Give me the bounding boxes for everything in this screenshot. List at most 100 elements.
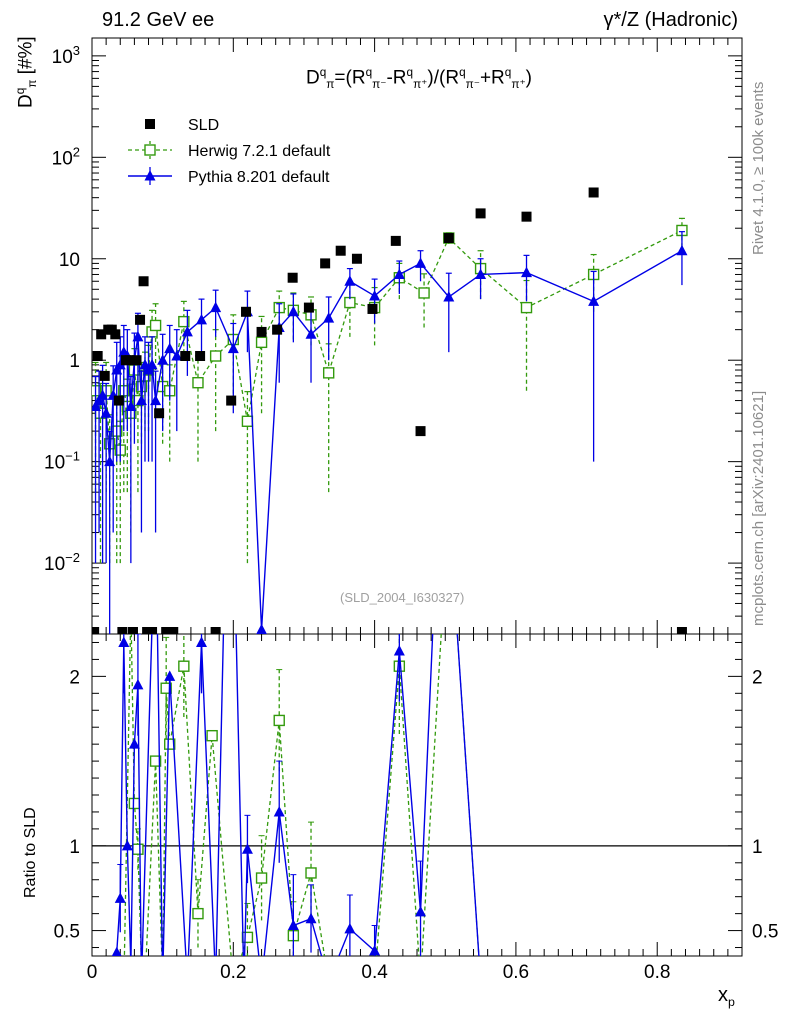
ratio-pythia-point: [111, 946, 122, 956]
header-right: γ*/Z (Hadronic): [603, 9, 738, 31]
sld-point: [241, 306, 252, 317]
formula: Dqπ=(Rqπ⁻-Rqπ⁺)/(Rqπ⁻+Rqπ⁺): [306, 66, 532, 91]
formula-pos1: π⁺: [413, 78, 428, 92]
ratio-y-tick-label-right: 0.5: [752, 922, 778, 943]
x-tick-label: 0.6: [503, 962, 529, 983]
pythia-point: [344, 275, 356, 286]
sld-point: [92, 627, 100, 634]
mcplots-label: mcplots.cern.ch [arXiv:2401.10621]: [750, 390, 767, 626]
sld-point: [154, 408, 165, 419]
pythia-point: [181, 325, 193, 337]
herwig-point: [241, 415, 254, 427]
formula-r4: R: [491, 67, 505, 89]
herwig-point: [520, 301, 533, 314]
legend-sld-label: SLD: [188, 117, 219, 134]
main-series-group: [92, 187, 688, 634]
sld-point: [195, 351, 206, 362]
ratio-herwig-point: [160, 682, 172, 694]
formula-q4: q: [504, 66, 512, 79]
ratio-plot-frame: [91, 633, 743, 957]
ratio-y-tick-label-left: 2: [69, 667, 80, 688]
sld-point: [351, 253, 362, 264]
ratio-herwig-point: [192, 907, 204, 920]
ratio-pythia-point: [128, 738, 140, 749]
ratio-y-label: Ratio to SLD: [22, 807, 39, 898]
pythia-point: [132, 330, 144, 342]
formula-r1: R: [351, 67, 366, 89]
ratio-pythia-point: [114, 892, 126, 903]
ratio-pythia-line: [116, 634, 480, 956]
sld-point: [117, 627, 128, 634]
sld-point: [147, 627, 158, 634]
pythia-point: [92, 400, 102, 411]
sld-point: [287, 272, 298, 283]
y-tick-label: 10: [59, 250, 80, 271]
sld-point: [127, 627, 138, 634]
sld-point: [96, 329, 107, 340]
ratio-pythia-point: [287, 919, 299, 930]
formula-base: D: [306, 67, 320, 89]
formula-r2: R: [392, 67, 407, 89]
ratio-herwig-line: [123, 634, 480, 956]
watermark: (SLD_2004_I630327): [340, 590, 465, 605]
ratio-herwig-point: [206, 729, 218, 742]
ratio-herwig-point: [128, 797, 141, 810]
x-tick-label: 0.2: [220, 962, 246, 983]
y-axis-label-base: D: [15, 94, 37, 108]
ratio-y-tick-label-left: 0.5: [54, 922, 80, 943]
ratio-pythia-point: [121, 839, 133, 851]
sld-point: [99, 370, 110, 381]
formula-plus: +: [479, 67, 492, 89]
pythia-point: [443, 290, 455, 302]
herwig-point: [178, 315, 190, 328]
sld-point: [521, 211, 532, 222]
pythia-point: [256, 623, 267, 634]
rivet-label: Rivet 4.1.0, ≥ 100k events: [750, 81, 767, 255]
pythia-point: [676, 244, 688, 256]
formula-eq: =(: [334, 67, 352, 89]
sld-point: [475, 208, 486, 219]
sld-point: [110, 329, 121, 340]
sld-point: [131, 355, 142, 366]
herwig-point: [322, 367, 335, 379]
sld-point: [320, 258, 331, 269]
sld-point: [256, 326, 267, 337]
sld-point: [367, 303, 378, 314]
sld-point: [390, 235, 401, 246]
x-tick-label: 0: [87, 962, 98, 983]
formula-neg1: π⁻: [372, 78, 387, 92]
sld-point: [161, 627, 172, 634]
x-axis-label: xp: [718, 984, 735, 1009]
sld-point: [272, 324, 283, 335]
legend-herwig-label: Herwig 7.2.1 default: [188, 143, 331, 160]
y-tick-label: 102: [52, 144, 80, 169]
header-left: 91.2 GeV ee: [102, 9, 215, 31]
pythia-point: [369, 289, 381, 301]
ratio-pythia-point: [118, 636, 130, 647]
y-tick-label: 10−2: [44, 550, 80, 575]
sld-point: [226, 395, 237, 406]
y-tick-label: 10−1: [44, 449, 80, 474]
pythia-point: [150, 394, 162, 406]
formula-r3: R: [445, 67, 460, 89]
ratio-pythia-point: [393, 644, 405, 656]
sld-point: [303, 302, 314, 313]
x-tick-label: 0.8: [644, 962, 670, 983]
sld-point: [135, 314, 146, 325]
sld-point: [138, 276, 149, 287]
pythia-point: [146, 358, 158, 370]
sld-point: [113, 395, 124, 406]
pythia-point: [104, 455, 116, 467]
pythia-point: [125, 400, 137, 411]
pythia-point: [164, 342, 176, 354]
sld-point: [124, 355, 135, 366]
y-axis-label: Dqπ [#%]: [14, 36, 39, 108]
pythia-point: [588, 295, 600, 306]
ratio-pythia-point: [241, 843, 253, 854]
pythia-point: [305, 328, 317, 339]
pythia-point: [393, 268, 405, 279]
pythia-point: [171, 350, 183, 361]
legend-pythia-marker: [144, 170, 156, 181]
ratio-pythia-point: [273, 805, 285, 817]
